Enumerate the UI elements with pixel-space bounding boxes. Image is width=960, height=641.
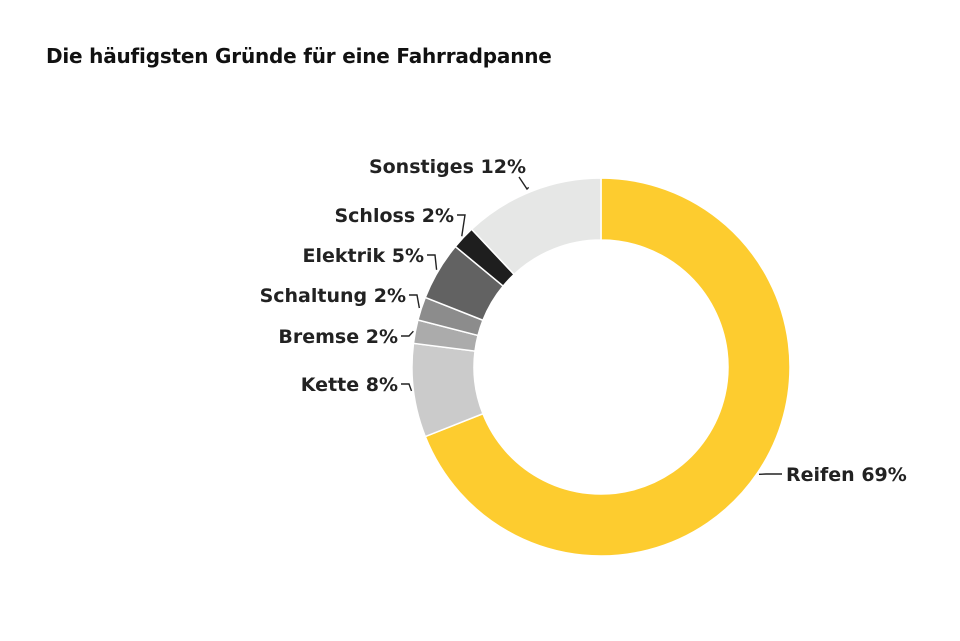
chart-title: Die häufigsten Gründe für eine Fahrradpa…: [46, 44, 552, 68]
leader-schaltung: [409, 294, 421, 309]
slice-reifen: [424, 177, 791, 557]
leader-bremse: [401, 330, 414, 337]
leader-sonstiges: [518, 176, 530, 191]
slice-label-kette: Kette 8%: [301, 374, 398, 396]
slice-label-elektrik: Elektrik 5%: [303, 245, 425, 267]
label-leaders: [401, 176, 782, 476]
slice-label-schloss: Schloss 2%: [334, 205, 454, 227]
donut-slices: [411, 177, 791, 557]
slice-label-schaltung: Schaltung 2%: [260, 285, 406, 307]
slice-sonstiges: [470, 177, 602, 276]
slice-label-sonstiges: Sonstiges 12%: [369, 156, 526, 178]
slice-label-bremse: Bremse 2%: [278, 326, 398, 348]
leader-elektrik: [427, 254, 438, 270]
slice-label-reifen: Reifen 69%: [786, 464, 907, 486]
leader-schloss: [457, 214, 466, 237]
leader-kette: [401, 383, 413, 392]
slice-labels: Reifen 69% Kette 8% Bremse 2% Schaltung 2% E…: [260, 156, 907, 486]
